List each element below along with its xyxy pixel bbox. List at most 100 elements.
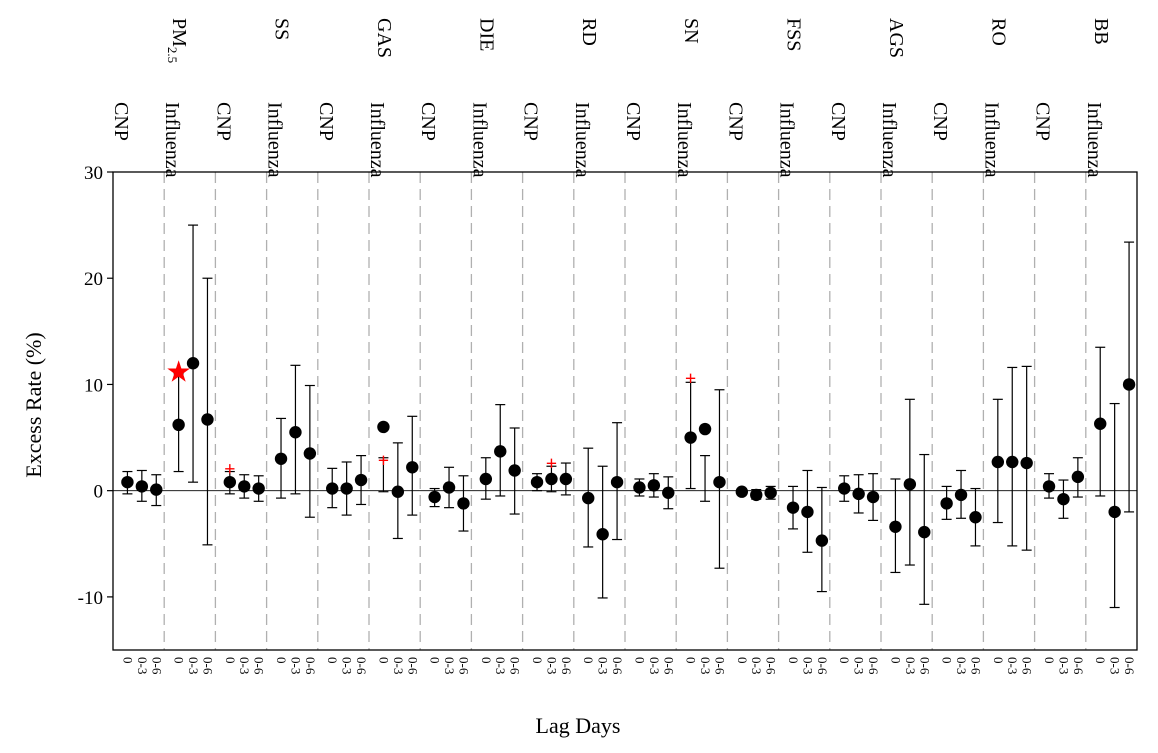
- point-estimate: [1108, 505, 1121, 519]
- estimate-point-group: [354, 455, 368, 506]
- point-estimate: [940, 497, 953, 510]
- estimate-point-group: [150, 474, 163, 507]
- point-estimate: [274, 452, 288, 465]
- point-estimate: [494, 445, 507, 458]
- estimate-point-group: [121, 470, 134, 495]
- lag-tick-label: 0: [376, 657, 391, 664]
- estimate-point-group: [1122, 241, 1136, 513]
- lag-tick-label: 0-3: [954, 657, 969, 674]
- estimate-point-group: [633, 478, 646, 497]
- estimate-point-group: [866, 473, 880, 522]
- point-estimate: [1020, 456, 1033, 470]
- estimate-point-group: ★: [167, 358, 191, 473]
- point-estimate: [303, 447, 317, 460]
- outcome-label: Influenza: [468, 102, 490, 178]
- outcome-label: Influenza: [776, 102, 798, 178]
- point-estimate: [889, 520, 902, 533]
- point-estimate: [750, 488, 763, 502]
- group-label: RO: [987, 18, 1009, 46]
- estimate-point-group: [391, 442, 405, 540]
- lag-tick-label: 0-6: [559, 657, 574, 675]
- point-estimate: [991, 455, 1005, 469]
- lag-tick-label: 0-6: [1122, 657, 1137, 675]
- lag-tick-label: 0-6: [866, 657, 881, 675]
- lag-tick-label: 0: [428, 657, 443, 664]
- lag-tick-label: 0-6: [354, 657, 369, 675]
- lag-tick-label: 0-3: [647, 657, 662, 674]
- point-estimate: [815, 534, 829, 547]
- lag-tick-label: 0-3: [391, 657, 406, 674]
- estimate-point-group: [1057, 479, 1070, 519]
- estimate-point-group: [340, 461, 353, 516]
- estimate-point-group: [479, 457, 493, 500]
- point-estimate: [428, 490, 441, 504]
- lag-tick-label: 0-3: [800, 657, 815, 674]
- y-axis-label: Excess Rate (%): [21, 332, 46, 477]
- point-estimate: [201, 413, 214, 426]
- point-estimate: [1122, 378, 1136, 391]
- point-estimate: [340, 482, 353, 495]
- point-estimate: [647, 479, 661, 492]
- estimate-point-group: [1020, 365, 1033, 551]
- lag-tick-label: 0-3: [288, 657, 303, 674]
- outcome-label: CNP: [417, 102, 439, 141]
- lag-tick-label: 0-6: [200, 657, 215, 675]
- point-estimate: [559, 472, 573, 486]
- estimate-point-group: [662, 476, 675, 510]
- point-estimate: [786, 501, 800, 514]
- lag-tick-label: 0-3: [237, 657, 252, 674]
- point-estimate: [377, 420, 390, 434]
- lag-tick-label: 0-3: [852, 657, 867, 674]
- point-estimate: [610, 475, 624, 489]
- point-estimate: [1057, 492, 1070, 506]
- lag-tick-label: 0: [837, 657, 852, 664]
- lag-tick-label: 0-3: [749, 657, 764, 674]
- lag-tick-label: 0-3: [1005, 657, 1020, 674]
- lag-tick-label: 0-6: [149, 657, 164, 675]
- estimate-point-group: [764, 485, 777, 500]
- point-estimate: [801, 505, 814, 519]
- estimate-point-group: +: [684, 368, 697, 490]
- point-estimate: [150, 483, 163, 496]
- estimate-point-group: +: [223, 458, 237, 495]
- group-label: PM2.5: [165, 18, 190, 63]
- outcome-label: Influenza: [366, 102, 388, 178]
- estimate-point-group: [815, 486, 829, 593]
- point-estimate: [596, 528, 609, 541]
- point-estimate: [954, 488, 968, 502]
- y-tick-label: 10: [84, 375, 103, 396]
- estimate-point-group: [559, 462, 573, 496]
- lag-tick-label: 0: [1042, 657, 1057, 664]
- point-estimate: [252, 482, 265, 495]
- lag-tick-label: 0-3: [186, 657, 201, 674]
- lag-tick-label: 0-6: [1071, 657, 1086, 675]
- lag-tick-label: 0: [991, 657, 1006, 664]
- point-estimate: [1006, 455, 1019, 469]
- estimate-point-group: [954, 469, 968, 519]
- outcome-label: Influenza: [980, 102, 1002, 178]
- point-estimate: [457, 497, 470, 510]
- point-estimate: [764, 486, 777, 499]
- estimate-point-group: [852, 474, 865, 514]
- estimate-point-group: [1094, 346, 1107, 497]
- lag-tick-label: 0-6: [610, 657, 625, 675]
- lag-tick-label: 0: [120, 657, 135, 664]
- outcome-label: Influenza: [264, 102, 286, 178]
- estimate-point-group: [530, 473, 544, 492]
- estimate-point-group: [1006, 366, 1019, 547]
- outcome-label: CNP: [212, 102, 234, 141]
- lag-tick-label: 0-6: [252, 657, 267, 675]
- point-estimate: [903, 478, 917, 491]
- point-estimate: [223, 475, 237, 489]
- outcome-label: Influenza: [673, 102, 695, 178]
- group-label: BB: [1090, 18, 1112, 45]
- estimate-point-group: [289, 364, 302, 495]
- lag-tick-label: 0-3: [442, 657, 457, 674]
- point-estimate: [735, 485, 749, 498]
- estimate-point-group: [596, 465, 609, 599]
- point-estimate: [135, 480, 149, 493]
- estimate-point-group: [201, 277, 214, 546]
- point-estimate: [530, 475, 544, 489]
- outcome-label: CNP: [110, 102, 132, 141]
